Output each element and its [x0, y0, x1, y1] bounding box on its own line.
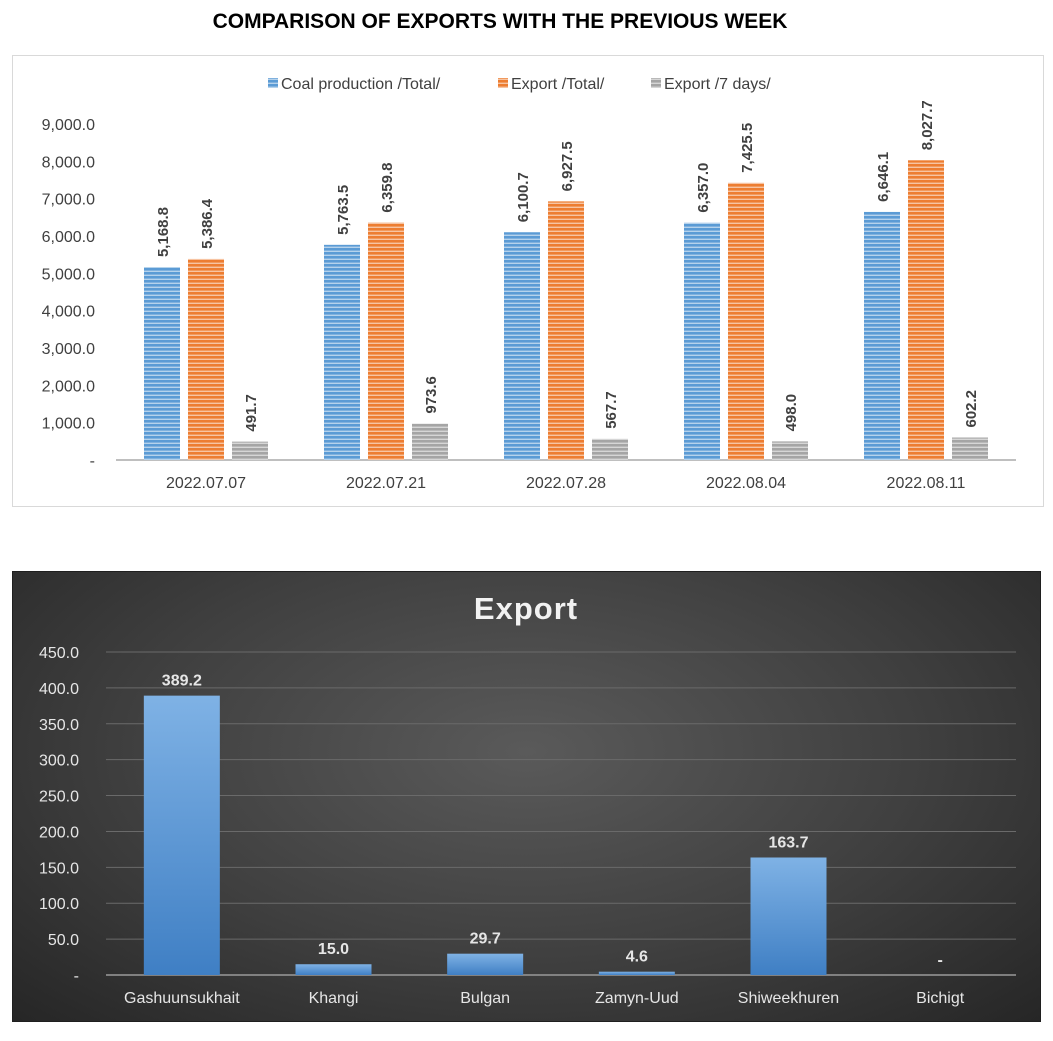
data-label: 6,646.1	[875, 152, 892, 202]
data-label: 163.7	[768, 834, 808, 851]
bar	[295, 964, 372, 975]
x-tick-label: Bichigt	[916, 990, 965, 1007]
y-tick-label: 300.0	[39, 753, 79, 770]
data-label: 5,763.5	[335, 185, 352, 235]
bar	[188, 258, 224, 460]
bar	[412, 423, 448, 460]
y-tick-label: 150.0	[39, 860, 79, 877]
data-label: -	[938, 952, 943, 969]
bar	[908, 160, 944, 460]
y-tick-label: 400.0	[39, 681, 79, 698]
legend-label: Export /Total/	[511, 76, 605, 93]
y-tick-label: -	[90, 453, 95, 470]
bar	[684, 222, 720, 460]
y-tick-label: 4,000.0	[42, 304, 95, 321]
x-tick-label: 2022.07.28	[526, 475, 606, 492]
chart-title: Export	[474, 591, 578, 626]
bar	[368, 222, 404, 460]
bar	[324, 244, 360, 460]
y-tick-label: 450.0	[39, 645, 79, 662]
bar	[232, 441, 268, 460]
y-tick-label: 5,000.0	[42, 266, 95, 283]
data-label: 15.0	[318, 941, 349, 958]
data-label: 567.7	[603, 391, 620, 429]
data-label: 6,100.7	[515, 172, 532, 222]
y-tick-label: 6,000.0	[42, 229, 95, 246]
bar	[598, 971, 675, 975]
data-label: 6,359.8	[379, 163, 396, 213]
bar	[504, 232, 540, 460]
export-chart-frame: Export - 50.0 100.0 150.0 200.0 250.0 300.0 350.…	[12, 571, 1041, 1022]
x-tick-label: 2022.07.07	[166, 475, 246, 492]
legend-swatch	[498, 78, 508, 88]
x-tick-label: 2022.08.11	[887, 475, 966, 492]
data-label: 973.6	[423, 376, 440, 414]
y-tick-label: 350.0	[39, 717, 79, 734]
legend-swatch	[651, 78, 661, 88]
y-tick-label: 3,000.0	[42, 341, 95, 358]
y-tick-label: 8,000.0	[42, 154, 95, 171]
data-label: 6,927.5	[559, 141, 576, 191]
data-label: 7,425.5	[739, 123, 756, 173]
x-tick-label: Gashuunsukhait	[124, 990, 240, 1007]
x-tick-label: Shiweekhuren	[738, 990, 839, 1007]
y-tick-label: 200.0	[39, 824, 79, 841]
bar	[750, 857, 827, 975]
comparison-chart-frame: - 1,000.0 2,000.0 3,000.0 4,000.0 5,000.0 6,00…	[12, 55, 1044, 507]
y-tick-label: 250.0	[39, 789, 79, 806]
legend-label: Export /7 days/	[664, 76, 771, 93]
data-label: 498.0	[783, 394, 800, 432]
bar	[952, 437, 988, 460]
bar	[447, 953, 524, 975]
y-tick-label: 2,000.0	[42, 378, 95, 395]
x-tick-label: 2022.08.04	[706, 475, 786, 492]
data-label: 4.6	[626, 949, 648, 966]
bar	[728, 182, 764, 460]
data-label: 5,386.4	[199, 198, 216, 249]
data-label: 29.7	[470, 931, 501, 948]
bar	[143, 695, 220, 975]
bar	[772, 441, 808, 460]
bar	[548, 201, 584, 460]
x-tick-label: 2022.07.21	[346, 475, 426, 492]
page-title: COMPARISON OF EXPORTS WITH THE PREVIOUS …	[212, 10, 788, 33]
bar	[864, 211, 900, 460]
bar	[144, 267, 180, 460]
x-tick-label: Zamyn-Uud	[595, 990, 679, 1007]
bar	[592, 438, 628, 460]
export-bar-chart: Export - 50.0 100.0 150.0 200.0 250.0 300.0 350.…	[39, 591, 1016, 1007]
y-tick-label: 50.0	[48, 932, 79, 949]
x-tick-label: Bulgan	[460, 990, 510, 1007]
data-label: 8,027.7	[919, 100, 936, 150]
y-tick-label: 100.0	[39, 896, 79, 913]
y-tick-label: 1,000.0	[42, 416, 95, 433]
y-tick-label: 9,000.0	[42, 117, 95, 134]
data-label: 602.2	[963, 390, 980, 428]
comparison-bar-chart: - 1,000.0 2,000.0 3,000.0 4,000.0 5,000.0 6,00…	[42, 76, 1016, 492]
data-label: 491.7	[243, 394, 260, 432]
data-label: 5,168.8	[155, 207, 172, 257]
legend-label: Coal production /Total/	[281, 76, 441, 93]
y-tick-label: 7,000.0	[42, 192, 95, 209]
y-tick-label: -	[74, 968, 79, 985]
x-tick-label: Khangi	[309, 990, 359, 1007]
data-label: 389.2	[162, 673, 202, 690]
legend-swatch	[268, 78, 278, 88]
data-label: 6,357.0	[695, 163, 712, 213]
